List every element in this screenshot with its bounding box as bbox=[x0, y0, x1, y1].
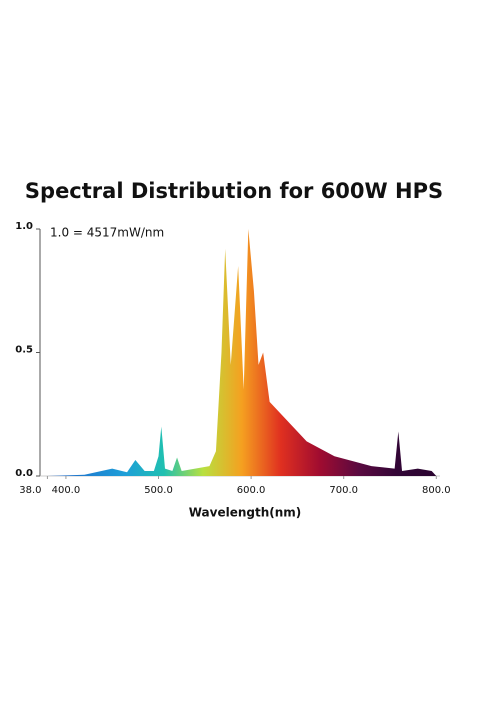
spectrum-area bbox=[47, 229, 437, 476]
x-tick-label: 38.0 bbox=[19, 485, 41, 496]
chart-title: Spectral Distribution for 600W HPS bbox=[25, 179, 443, 203]
x-tick-label: 800.0 bbox=[422, 485, 451, 496]
y-tick-label: 1.0 bbox=[15, 221, 33, 232]
x-tick-label: 600.0 bbox=[237, 485, 266, 496]
x-tick-label: 400.0 bbox=[52, 485, 81, 496]
x-tick-label: 500.0 bbox=[144, 485, 173, 496]
y-tick-label: 0.0 bbox=[15, 468, 33, 479]
annotation: 1.0 = 4517mW/nm bbox=[50, 226, 164, 240]
x-axis-label: Wavelength(nm) bbox=[189, 506, 302, 520]
x-tick-label: 700.0 bbox=[329, 485, 358, 496]
y-tick-label: 0.5 bbox=[15, 345, 33, 356]
